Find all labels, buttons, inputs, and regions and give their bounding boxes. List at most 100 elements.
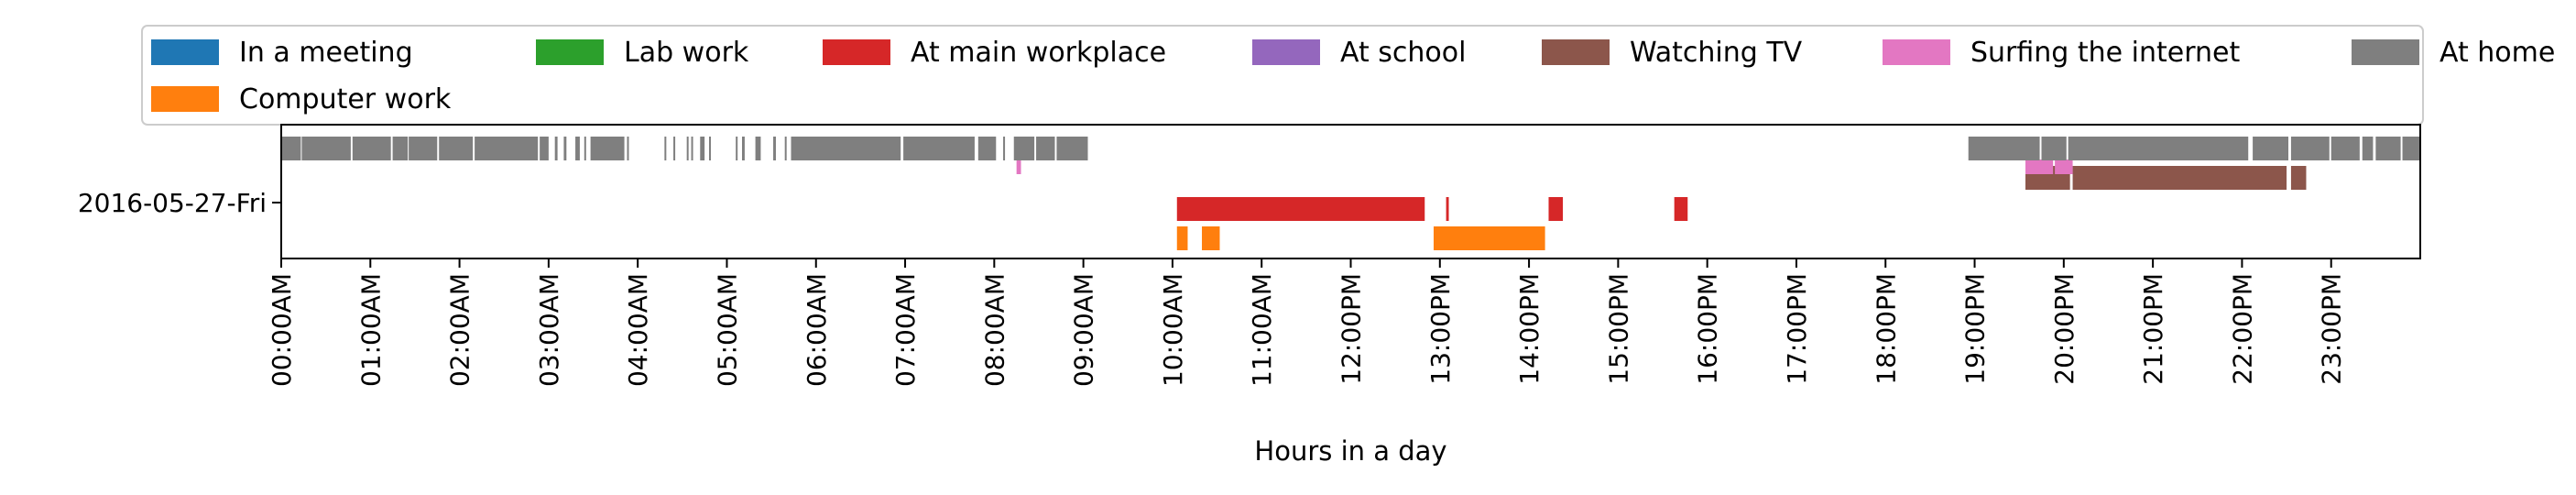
legend-label-at-home: At home — [2440, 37, 2555, 69]
legend-label-at-main-workplace: At main workplace — [911, 37, 1166, 69]
bar-at-home-34 — [2068, 137, 2249, 160]
bar-at-home-11 — [584, 137, 586, 160]
bar-at-home-29 — [1013, 137, 1035, 160]
bar-at-home-10 — [575, 137, 580, 160]
x-tick-label-10: 10:00AM — [1158, 273, 1188, 387]
legend-label-watching-tv: Watching TV — [1630, 37, 1803, 69]
x-tick-label-21: 21:00PM — [2138, 273, 2168, 385]
bar-computer-work-0 — [1176, 226, 1188, 250]
bar-at-home-16 — [686, 137, 689, 160]
x-tick-label-3: 03:00AM — [534, 273, 564, 387]
bar-at-home-14 — [664, 137, 667, 160]
y-tick-label: 2016-05-27-Fri — [78, 188, 267, 218]
bar-at-home-3 — [392, 137, 409, 160]
bar-at-home-19 — [709, 137, 711, 160]
bar-at-home-38 — [2362, 137, 2374, 160]
legend-swatch-lab-work — [536, 39, 604, 65]
bar-surfing-the-internet-2 — [2055, 160, 2073, 174]
x-tick-label-14: 14:00PM — [1514, 273, 1545, 385]
legend-swatch-computer-work — [151, 86, 219, 112]
bar-at-home-8 — [554, 137, 558, 160]
legend-label-computer-work: Computer work — [239, 83, 452, 116]
legend-swatch-at-home — [2352, 39, 2419, 65]
bar-at-home-22 — [755, 137, 761, 160]
x-tick-label-15: 15:00PM — [1603, 273, 1633, 385]
bar-at-home-12 — [590, 137, 625, 160]
bar-at-home-33 — [2041, 137, 2067, 160]
x-tick-label-8: 08:00AM — [979, 273, 1010, 387]
axes: 2016-05-27-Fri 00:00AM 01:00AM 02:00AM 03:00… — [78, 124, 2421, 467]
bar-at-home-17 — [691, 137, 693, 160]
bar-surfing-the-internet-1 — [2025, 160, 2054, 174]
x-tick-label-7: 07:00AM — [890, 273, 921, 387]
bar-at-home-13 — [627, 137, 629, 160]
bar-at-home-9 — [563, 137, 567, 160]
x-axis-title: Hours in a day — [1254, 435, 1446, 467]
bar-at-home-24 — [784, 137, 787, 160]
bar-at-home-35 — [2253, 137, 2289, 160]
bar-at-home-20 — [736, 137, 738, 160]
bar-at-home-39 — [2375, 137, 2401, 160]
bar-at-main-workplace-1 — [1446, 197, 1449, 221]
x-tick-label-11: 11:00AM — [1247, 273, 1277, 387]
x-tick-label-0: 00:00AM — [267, 273, 297, 387]
bar-at-home-27 — [977, 137, 997, 160]
bar-computer-work-1 — [1202, 226, 1220, 250]
bar-at-home-2 — [352, 137, 391, 160]
bar-at-home-26 — [903, 137, 975, 160]
bar-at-home-25 — [791, 137, 901, 160]
bar-at-home-36 — [2290, 137, 2330, 160]
bar-at-home-1 — [301, 137, 351, 160]
bar-at-home-37 — [2330, 137, 2360, 160]
x-tick-label-6: 06:00AM — [802, 273, 832, 387]
bar-at-home-32 — [1968, 137, 2040, 160]
bar-at-home-0 — [281, 137, 301, 160]
bar-at-main-workplace-0 — [1176, 197, 1425, 221]
legend-swatch-surfing-the-internet — [1883, 39, 1950, 65]
x-tick-label-13: 13:00PM — [1425, 273, 1456, 385]
x-tick-label-4: 04:00AM — [623, 273, 653, 387]
bar-at-home-40 — [2402, 137, 2420, 160]
legend-swatch-at-school — [1252, 39, 1320, 65]
x-tick-label-12: 12:00PM — [1337, 273, 1367, 385]
bar-at-home-30 — [1036, 137, 1055, 160]
bar-computer-work-2 — [1433, 226, 1545, 250]
x-tick-label-2: 02:00AM — [445, 273, 475, 387]
bar-watching-tv-1 — [2072, 166, 2287, 190]
x-tick-label-19: 19:00PM — [1960, 273, 1991, 385]
legend-swatch-watching-tv — [1542, 39, 1610, 65]
bar-at-home-18 — [700, 137, 705, 160]
legend-label-at-school: At school — [1340, 37, 1466, 69]
x-tick-label-18: 18:00PM — [1871, 273, 1901, 385]
bar-at-main-workplace-2 — [1548, 197, 1564, 221]
bar-watching-tv-2 — [2290, 166, 2307, 190]
x-tick-label-23: 23:00PM — [2317, 273, 2347, 385]
bar-at-home-6 — [475, 137, 539, 160]
x-tick-label-5: 05:00AM — [712, 273, 742, 387]
bar-at-home-28 — [1003, 137, 1006, 160]
x-tick-label-9: 09:00AM — [1069, 273, 1099, 387]
bar-surfing-the-internet-0 — [1016, 160, 1021, 174]
legend-swatch-at-main-workplace — [823, 39, 890, 65]
legend: In a meeting Computer work Lab work At main… — [141, 25, 2555, 126]
bar-at-home-23 — [773, 137, 776, 160]
x-tick-label-20: 20:00PM — [2049, 273, 2079, 385]
x-tick-label-22: 22:00PM — [2227, 273, 2257, 385]
bar-at-home-21 — [742, 137, 745, 160]
bar-at-main-workplace-3 — [1674, 197, 1688, 221]
legend-label-lab-work: Lab work — [624, 37, 749, 69]
x-tick-label-17: 17:00PM — [1782, 273, 1812, 385]
x-tick-label-1: 01:00AM — [355, 273, 386, 387]
bar-at-home-4 — [409, 137, 438, 160]
legend-swatch-in-a-meeting — [151, 39, 219, 65]
bar-at-home-31 — [1056, 137, 1088, 160]
x-tick-label-16: 16:00PM — [1693, 273, 1723, 385]
bar-at-home-7 — [540, 137, 549, 160]
bar-at-home-5 — [439, 137, 474, 160]
legend-label-surfing-the-internet: Surfing the internet — [1970, 37, 2240, 69]
bars — [281, 137, 2420, 250]
bar-at-home-15 — [673, 137, 676, 160]
legend-label-in-a-meeting: In a meeting — [239, 37, 413, 69]
